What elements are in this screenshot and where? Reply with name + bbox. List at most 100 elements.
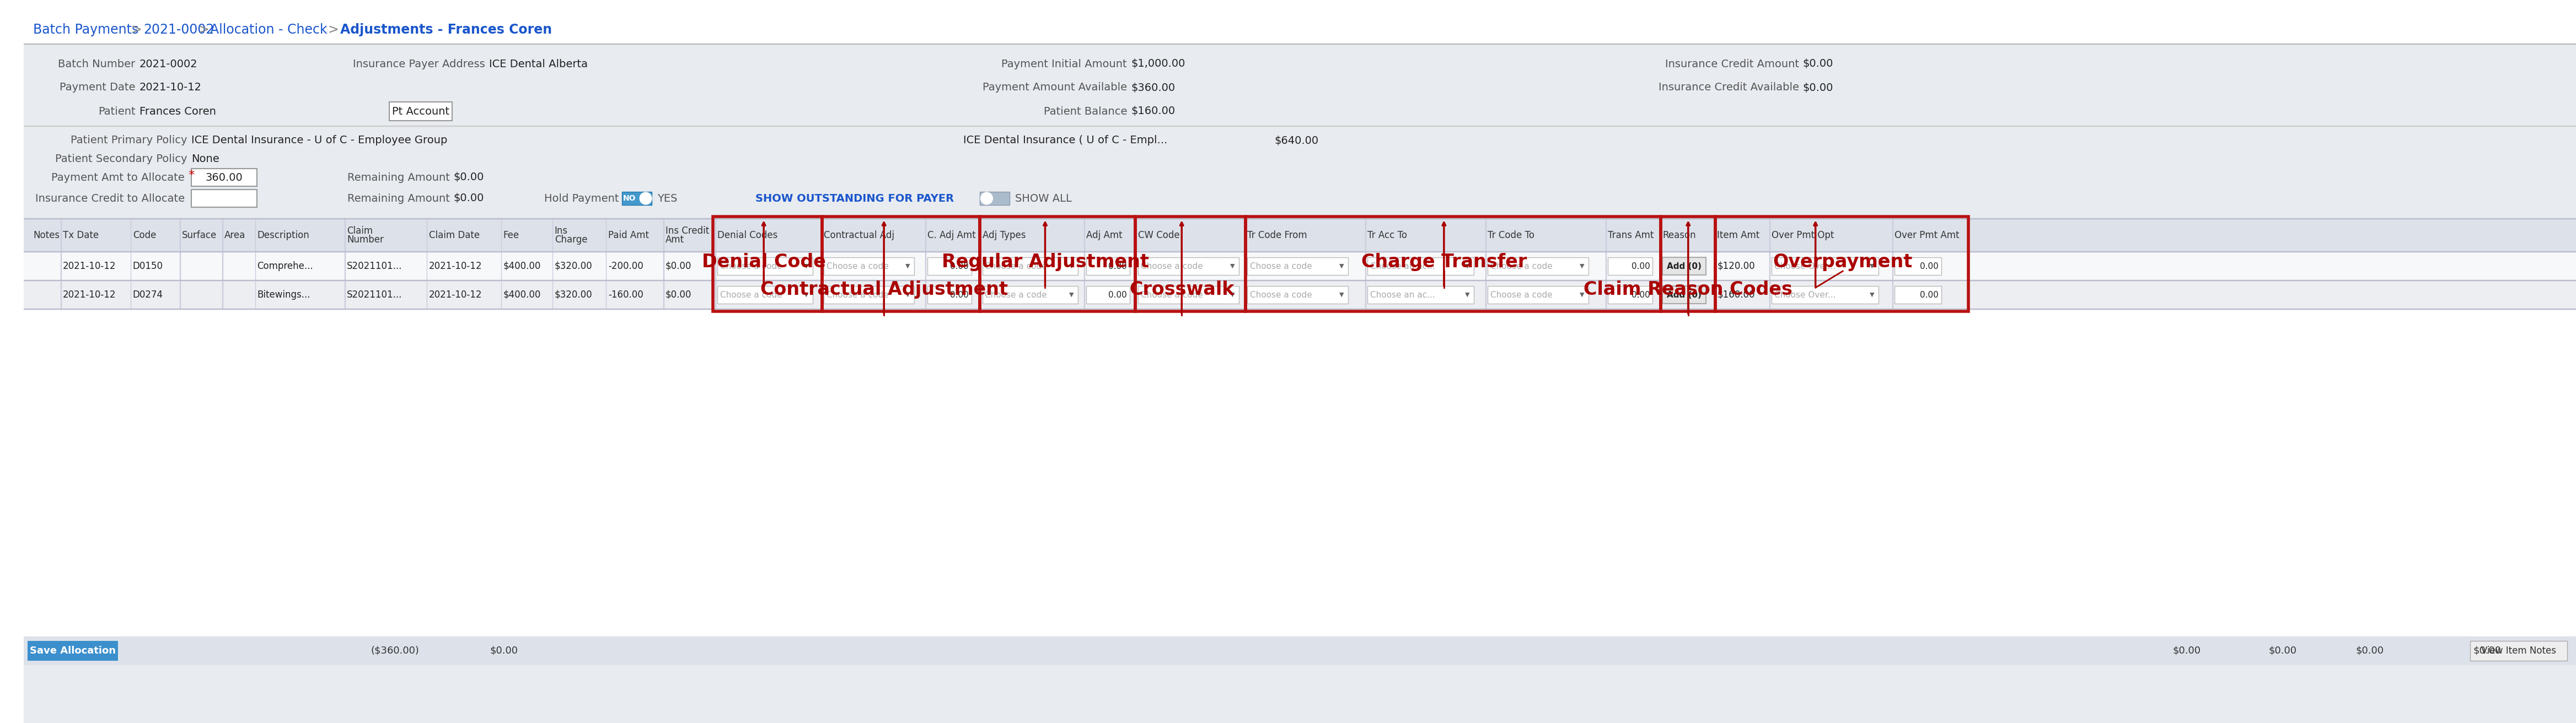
Bar — [1136, 217, 1247, 312]
Text: $0.00: $0.00 — [2269, 646, 2298, 656]
Text: Claim Date: Claim Date — [428, 231, 479, 240]
Text: Charge: Charge — [554, 235, 587, 244]
Text: 360.00: 360.00 — [206, 172, 242, 183]
Text: Contractual Adjustment: Contractual Adjustment — [760, 281, 1007, 299]
Text: $0.00: $0.00 — [2357, 646, 2383, 656]
Text: Insurance Payer Address: Insurance Payer Address — [353, 59, 484, 69]
Bar — [822, 217, 979, 312]
Text: ▼: ▼ — [904, 263, 909, 269]
Bar — [621, 192, 652, 205]
Text: Regular Adjustment: Regular Adjustment — [940, 253, 1149, 271]
Bar — [716, 286, 814, 304]
Text: Tx Date: Tx Date — [62, 231, 98, 240]
Text: Insurance Credit Amount: Insurance Credit Amount — [1664, 59, 1798, 69]
Text: ▼: ▼ — [1579, 263, 1584, 269]
Text: $0.00: $0.00 — [2473, 646, 2501, 656]
Text: Ins Credit: Ins Credit — [665, 226, 708, 236]
Text: ▼: ▼ — [1870, 292, 1875, 298]
Text: Area: Area — [224, 231, 245, 240]
Text: 2021-10-12: 2021-10-12 — [62, 290, 116, 300]
Text: Add (0): Add (0) — [1667, 291, 1703, 299]
Text: Tr Code To: Tr Code To — [1489, 231, 1535, 240]
Text: 0.00: 0.00 — [1108, 291, 1128, 299]
Text: S2021101...: S2021101... — [348, 261, 402, 271]
Text: ▼: ▼ — [1340, 292, 1345, 298]
Text: ▼: ▼ — [1340, 263, 1345, 269]
Bar — [1087, 286, 1131, 304]
Text: Save Allocation: Save Allocation — [28, 646, 116, 656]
Text: ▼: ▼ — [1231, 292, 1234, 298]
Text: S2021101...: S2021101... — [348, 290, 402, 300]
Text: *: * — [185, 170, 196, 181]
Text: $320.00: $320.00 — [554, 290, 592, 300]
Text: Choose an ac...: Choose an ac... — [1370, 291, 1435, 299]
Text: Choose a code: Choose a code — [721, 262, 783, 270]
Bar — [1607, 257, 1654, 275]
Text: $0.00: $0.00 — [453, 172, 484, 183]
Bar — [2470, 641, 2568, 661]
Text: Claim: Claim — [348, 226, 374, 236]
Text: SHOW ALL: SHOW ALL — [1015, 193, 1072, 204]
Bar — [23, 219, 2576, 631]
Text: Payment Initial Amount: Payment Initial Amount — [1002, 59, 1128, 69]
Text: $0.00: $0.00 — [489, 646, 518, 656]
Text: 0.00: 0.00 — [1108, 262, 1128, 270]
Text: $400.00: $400.00 — [502, 261, 541, 271]
Text: >: > — [131, 23, 142, 36]
Bar — [1896, 286, 1942, 304]
Bar — [927, 286, 971, 304]
Text: YES: YES — [657, 193, 677, 204]
Text: Over Pmt Opt: Over Pmt Opt — [1772, 231, 1834, 240]
Text: Surface: Surface — [183, 231, 216, 240]
Text: ▼: ▼ — [804, 263, 809, 269]
Bar — [1368, 286, 1473, 304]
Bar — [1662, 286, 1705, 304]
Bar — [23, 43, 2576, 44]
Text: 2021-10-12: 2021-10-12 — [139, 82, 201, 93]
Text: Remaining Amount: Remaining Amount — [348, 193, 451, 204]
Text: ▼: ▼ — [1466, 292, 1471, 298]
Circle shape — [639, 192, 652, 205]
Text: ▼: ▼ — [1466, 263, 1471, 269]
Text: $0.00: $0.00 — [2174, 646, 2200, 656]
Text: Denial Code: Denial Code — [701, 253, 827, 271]
Text: Insurance Credit Available: Insurance Credit Available — [1659, 82, 1798, 93]
Text: Hold Payment: Hold Payment — [544, 193, 618, 204]
Text: Over Pmt Amt: Over Pmt Amt — [1896, 231, 1960, 240]
Text: Choose a code: Choose a code — [827, 262, 889, 270]
Text: -200.00: -200.00 — [608, 261, 644, 271]
Text: 0.00: 0.00 — [951, 291, 969, 299]
Text: $160.00: $160.00 — [1718, 290, 1754, 300]
Bar — [927, 257, 971, 275]
Bar — [23, 44, 2576, 219]
Text: Denial Codes: Denial Codes — [716, 231, 778, 240]
Bar — [979, 192, 1010, 205]
Text: ▼: ▼ — [1069, 263, 1074, 269]
Bar — [23, 636, 2576, 665]
Bar — [1662, 257, 1705, 275]
Text: Batch Number: Batch Number — [59, 59, 137, 69]
Text: Contractual Adj: Contractual Adj — [824, 231, 894, 240]
Text: 0.00: 0.00 — [1919, 262, 1937, 270]
Text: Choose Over...: Choose Over... — [1775, 291, 1837, 299]
Text: 0.00: 0.00 — [1631, 291, 1651, 299]
Bar — [824, 257, 914, 275]
Text: Fee: Fee — [502, 231, 520, 240]
Text: $1,000.00: $1,000.00 — [1131, 59, 1185, 69]
Bar — [191, 168, 258, 187]
Text: Choose a code: Choose a code — [1141, 291, 1203, 299]
Text: >: > — [198, 23, 209, 36]
Text: Choose a code: Choose a code — [1492, 262, 1553, 270]
Text: Item Amt: Item Amt — [1718, 231, 1759, 240]
Bar — [23, 0, 2576, 631]
Text: Choose a code: Choose a code — [1249, 291, 1311, 299]
Text: Payment Amt to Allocate: Payment Amt to Allocate — [52, 172, 185, 183]
Bar — [981, 257, 1077, 275]
Text: Adj Amt: Adj Amt — [1087, 231, 1123, 240]
Text: Patient Secondary Policy: Patient Secondary Policy — [54, 154, 188, 165]
Text: Claim Reason Codes: Claim Reason Codes — [1584, 281, 1793, 299]
Text: $0.00: $0.00 — [665, 261, 690, 271]
Bar — [1662, 217, 1716, 312]
Text: Remaining Amount: Remaining Amount — [348, 172, 451, 183]
Text: Insurance Credit to Allocate: Insurance Credit to Allocate — [36, 193, 185, 204]
